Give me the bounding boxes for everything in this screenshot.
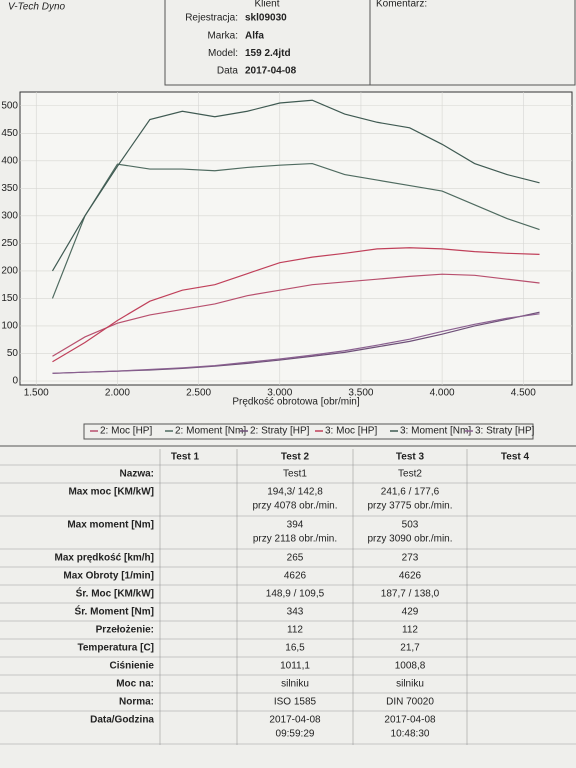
row-label: Data/Godzina	[90, 715, 154, 726]
row-label: Śr. Moc [KM/kW]	[76, 587, 154, 600]
cell: 503	[402, 520, 419, 531]
row-label: Temperatura [C]	[78, 643, 155, 654]
x-tick-label: 3.500	[348, 388, 373, 399]
comment-box	[369, 0, 576, 86]
y-tick-label: 150	[1, 293, 18, 304]
y-tick-label: 0	[12, 376, 18, 387]
series-line	[51, 99, 540, 272]
row-label: Nazwa:	[120, 469, 154, 480]
cell: 187,7 / 138,0	[381, 589, 440, 600]
cell: ISO 1585	[274, 697, 317, 708]
cell: 148,9 / 109,5	[266, 589, 325, 600]
y-tick-label: 250	[1, 238, 18, 249]
cell: 194,3/ 142,8	[267, 487, 323, 498]
y-tick-label: 500	[1, 100, 18, 111]
cell: przy 3090 obr./min.	[367, 534, 452, 545]
cell: DIN 70020	[386, 697, 434, 708]
x-tick-label: 2.000	[105, 388, 130, 399]
legend-label: 3: Moc [HP]	[325, 426, 377, 437]
cell: 09:59:29	[276, 729, 315, 740]
field-value: Alfa	[245, 30, 264, 41]
y-tick-label: 300	[1, 210, 18, 221]
cell: 429	[402, 607, 419, 618]
row-label: Moc na:	[116, 679, 154, 690]
y-tick-label: 200	[1, 266, 18, 277]
cell: 4626	[284, 571, 307, 582]
series-line	[52, 247, 540, 363]
row-label: Max prędkość [km/h]	[55, 553, 154, 564]
x-tick-label: 2.500	[186, 388, 211, 399]
cell: 10:48:30	[391, 729, 430, 740]
y-tick-label: 350	[1, 183, 18, 194]
row-label: Ciśnienie	[110, 661, 155, 672]
cell: 21,7	[400, 643, 420, 654]
cell: 1011,1	[280, 661, 310, 672]
legend-label: 3: Moment [Nm]	[400, 426, 471, 437]
series-line	[52, 273, 540, 357]
y-tick-label: 450	[1, 128, 18, 139]
legend-label: 2: Moment [Nm]	[175, 426, 246, 437]
column-header: Test 1	[171, 452, 200, 463]
cell: 2017-04-08	[269, 715, 321, 726]
cell: 4626	[399, 571, 422, 582]
y-tick-label: 50	[7, 348, 19, 359]
x-tick-label: 1.500	[24, 388, 49, 399]
client-label: Klient	[254, 0, 279, 10]
cell: Test2	[398, 469, 422, 480]
cell: silniku	[281, 679, 309, 690]
cell: przy 4078 obr./min.	[252, 501, 337, 512]
cell: 16,5	[285, 643, 305, 654]
cell: 273	[402, 553, 419, 564]
series-line	[52, 313, 540, 374]
x-tick-label: 4.000	[430, 388, 455, 399]
row-label: Śr. Moment [Nm]	[75, 605, 154, 618]
row-label: Max Obroty [1/min]	[63, 571, 154, 582]
x-tick-label: 3.000	[267, 388, 292, 399]
field-label: Marka:	[207, 30, 238, 41]
field-label: Rejestracja:	[185, 13, 238, 24]
cell: Test1	[283, 469, 307, 480]
x-tick-label: 4.500	[511, 388, 536, 399]
cell: 265	[287, 553, 304, 564]
row-label: Norma:	[119, 697, 154, 708]
series-line	[51, 162, 540, 299]
column-header: Test 4	[501, 452, 530, 463]
cell: 112	[402, 625, 418, 636]
x-axis-title: Prędkość obrotowa [obr/min]	[232, 397, 360, 408]
cell: 241,6 / 177,6	[381, 487, 440, 498]
cell: 394	[287, 520, 304, 531]
y-tick-label: 100	[1, 321, 18, 332]
y-tick-label: 400	[1, 155, 18, 166]
cell: przy 3775 obr./min.	[367, 501, 452, 512]
column-header: Test 2	[281, 452, 310, 463]
brand: V-Tech Dyno	[8, 2, 66, 13]
field-label: Model:	[208, 48, 238, 59]
legend-label: 2: Straty [HP]	[250, 426, 310, 437]
cell: przy 2118 obr./min.	[253, 534, 337, 545]
cell: 2017-04-08	[384, 715, 436, 726]
field-value: skl09030	[245, 13, 287, 24]
legend-label: 2: Moc [HP]	[100, 426, 152, 437]
row-label: Max moment [Nm]	[67, 520, 154, 531]
cell: 343	[287, 607, 304, 618]
field-value: 2017-04-08	[245, 66, 297, 77]
column-header: Test 3	[396, 452, 425, 463]
field-label: Data	[217, 66, 239, 77]
cell: 112	[287, 625, 303, 636]
legend-box	[83, 423, 534, 440]
legend-label: 3: Straty [HP]	[475, 426, 535, 437]
plot-frame	[19, 91, 573, 386]
comment-label: Komentarz:	[376, 0, 427, 10]
cell: 1008,8	[395, 661, 426, 672]
field-value: 159 2.4jtd	[245, 48, 291, 59]
cell: silniku	[396, 679, 424, 690]
row-label: Przełożenie:	[96, 625, 154, 636]
row-label: Max moc [KM/kW]	[68, 487, 154, 498]
